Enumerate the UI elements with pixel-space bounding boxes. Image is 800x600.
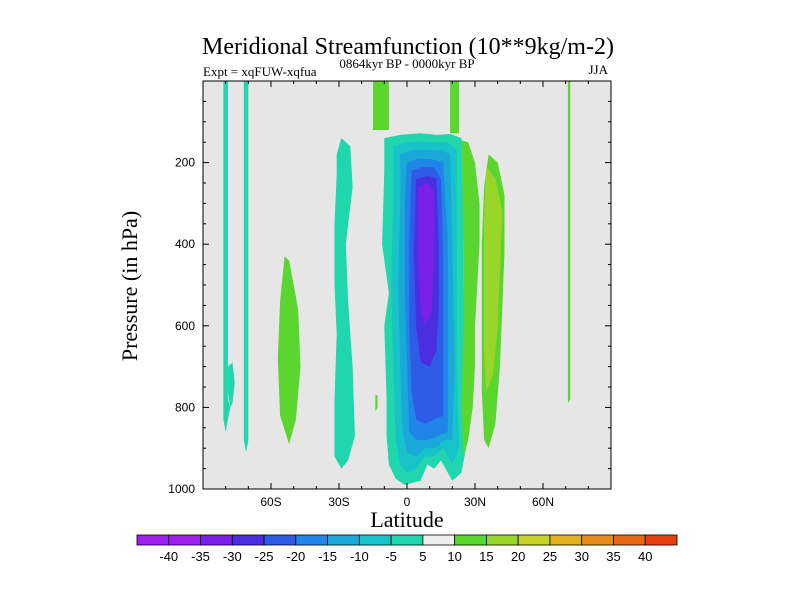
colorbar-label: 25 bbox=[543, 549, 557, 564]
colorbar-box bbox=[390, 534, 424, 546]
colorbar-box bbox=[454, 534, 487, 546]
y-tick-label: 200 bbox=[175, 156, 195, 170]
colorbar-label: 10 bbox=[447, 549, 461, 564]
colorbar-box bbox=[327, 534, 360, 546]
contour-region-sh-polar-strip-a bbox=[223, 81, 231, 432]
contour-regions bbox=[223, 81, 571, 485]
colorbar-box bbox=[295, 534, 328, 546]
colorbar-label: -10 bbox=[350, 549, 369, 564]
x-tick-label: 30S bbox=[328, 495, 349, 509]
colorbar: -40 -35 -30 -25 -20 -15 -10 -5 5 10 15 20 25 30 35 40 bbox=[136, 534, 678, 564]
colorbar-label: 5 bbox=[419, 549, 426, 564]
contour-region-hadley-cell-37 bbox=[418, 183, 435, 326]
x-tick-label: 60S bbox=[260, 495, 281, 509]
colorbar-label: 15 bbox=[479, 549, 493, 564]
colorbar-label: -25 bbox=[255, 549, 274, 564]
contour-region-nh-positive-top-strip bbox=[450, 81, 460, 134]
colorbar-label: -40 bbox=[159, 549, 178, 564]
center-string: 0864kyr BP - 0000kyr BP bbox=[339, 56, 474, 71]
y-tick-label: 1000 bbox=[168, 482, 195, 496]
contour-region-nh-positive-lobe-inner bbox=[484, 166, 503, 392]
colorbar-label: 35 bbox=[606, 549, 620, 564]
colorbar-label: 40 bbox=[638, 549, 652, 564]
colorbar-box bbox=[231, 534, 265, 546]
colorbar-box bbox=[581, 534, 614, 546]
contour-region-tropic-positive-top bbox=[373, 81, 389, 130]
colorbar-box bbox=[517, 534, 551, 546]
colorbar-label: -30 bbox=[223, 549, 242, 564]
colorbar-box bbox=[644, 534, 678, 546]
x-axis: 60S 30S 0 30N 60N bbox=[202, 81, 612, 509]
colorbar-label: -15 bbox=[318, 549, 337, 564]
y-tick-label: 400 bbox=[175, 237, 195, 251]
y-axis: 200 400 600 800 1000 bbox=[168, 80, 611, 496]
right-string: JJA bbox=[588, 62, 608, 77]
y-tick-label: 800 bbox=[175, 400, 195, 414]
y-axis-label: Pressure (in hPa) bbox=[117, 211, 142, 361]
colorbar-label: -5 bbox=[385, 549, 397, 564]
y-tick-label: 600 bbox=[175, 319, 195, 333]
contour-region-sh-midlat-positive bbox=[277, 256, 301, 445]
colorbar-box bbox=[549, 534, 583, 546]
x-tick-label: 60N bbox=[532, 495, 554, 509]
left-string: Expt = xqFUW-xqfua bbox=[203, 64, 317, 79]
colorbar-label: -20 bbox=[286, 549, 305, 564]
contour-region-sh-polar-strip-b bbox=[243, 81, 249, 453]
x-tick-label: 30N bbox=[464, 495, 486, 509]
contour-region-sh-polar-strip-a-lobe bbox=[227, 362, 235, 408]
colorbar-box bbox=[486, 534, 519, 546]
colorbar-box bbox=[422, 534, 456, 546]
contour-region-sh-subtropic-negative bbox=[334, 138, 355, 469]
colorbar-box bbox=[200, 534, 233, 546]
colorbar-box bbox=[613, 534, 646, 546]
contour-region-tropic-positive-tiny bbox=[375, 395, 378, 412]
colorbar-label: 20 bbox=[511, 549, 525, 564]
colorbar-label: -35 bbox=[191, 549, 210, 564]
contour-region-ascending-branch-positive bbox=[461, 140, 480, 457]
contour-region-nh-polar-strip bbox=[567, 81, 571, 404]
x-tick-label: 0 bbox=[404, 495, 411, 509]
colorbar-box bbox=[358, 534, 392, 546]
colorbar-box bbox=[263, 534, 297, 546]
colorbar-box bbox=[168, 534, 201, 546]
chart-title: Meridional Streamfunction (10**9kg/m-2) bbox=[202, 34, 614, 60]
colorbar-box bbox=[136, 534, 170, 546]
x-axis-label: Latitude bbox=[370, 507, 443, 532]
colorbar-label: 30 bbox=[574, 549, 588, 564]
